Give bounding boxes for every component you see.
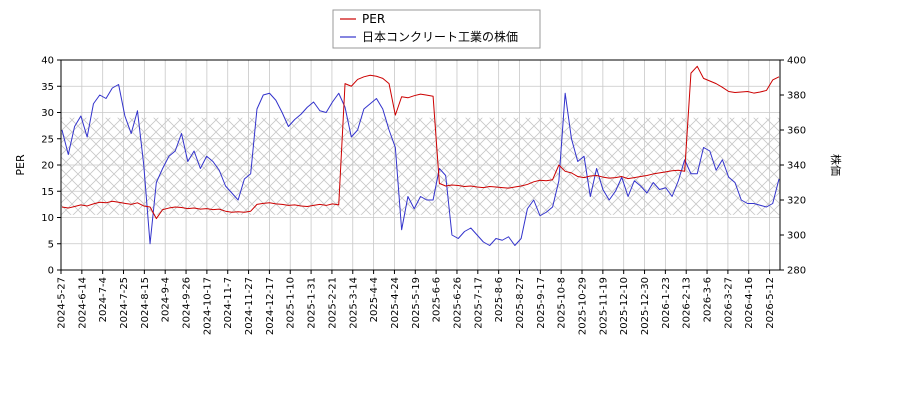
x-tick-label: 2024-7-25 (119, 277, 130, 329)
legend-box (332, 9, 541, 49)
x-tick-label: 2026-2-13 (682, 277, 693, 329)
legend: PER 日本コンクリート工業の株価 (332, 9, 541, 49)
x-tick-label: 2024-11-7 (223, 277, 234, 329)
left-tick-label: 5 (48, 239, 54, 250)
left-tick-label: 20 (41, 161, 54, 172)
right-tick-label: 280 (787, 266, 806, 277)
x-tick-label: 2025-5-19 (411, 277, 422, 329)
x-tick-label: 2025-10-29 (578, 277, 589, 335)
x-tick-label: 2026-4-16 (744, 277, 755, 329)
x-tick-label: 2026-3-27 (723, 277, 734, 329)
x-tick-label: 2024-10-17 (202, 277, 213, 335)
x-tick-label: 2024-11-27 (244, 277, 255, 335)
hatched-range-band (61, 117, 780, 215)
right-tick-label: 360 (787, 126, 806, 137)
x-tick-label: 2024-12-17 (265, 277, 276, 335)
left-tick-label: 0 (48, 266, 54, 277)
x-tick-label: 2025-7-17 (473, 277, 484, 329)
x-tick-label: 2024-7-4 (98, 277, 109, 322)
left-y-ticks: 0 5 10 15 20 25 30 35 40 (41, 56, 61, 277)
x-tick-label: 2025-8-6 (494, 277, 505, 322)
x-tick-label: 2024-9-26 (182, 277, 193, 329)
x-tick-label: 2025-9-17 (536, 277, 547, 329)
right-tick-label: 380 (787, 91, 806, 102)
right-axis-title: 株価 (829, 154, 843, 176)
left-tick-label: 30 (41, 108, 54, 119)
left-tick-label: 10 (41, 213, 54, 224)
x-tick-label: 2025-4-4 (369, 277, 380, 322)
x-ticks: 2024-5-27 2024-6-14 2024-7-4 2024-7-25 2024-… (57, 270, 776, 335)
x-tick-label: 2025-10-8 (557, 277, 568, 329)
x-tick-label: 2026-5-12 (765, 277, 776, 329)
legend-price-label: 日本コンクリート工業の株価 (362, 29, 518, 44)
x-tick-label: 2026-1-23 (661, 277, 672, 329)
series-line-per (61, 65, 780, 220)
x-tick-label: 2025-6-6 (432, 277, 443, 322)
right-y-ticks: 280 300 320 340 360 380 400 (780, 56, 806, 277)
x-tick-label: 2025-1-10 (286, 277, 297, 329)
left-axis-title: PER (14, 154, 27, 176)
x-tick-label: 2025-2-21 (327, 277, 338, 329)
x-tick-label: 2025-1-31 (307, 277, 318, 329)
x-tick-label: 2024-9-4 (161, 277, 172, 322)
left-tick-label: 35 (41, 82, 54, 93)
right-tick-label: 340 (787, 161, 806, 172)
series-layer (61, 65, 780, 246)
legend-per-label: PER (362, 12, 385, 26)
x-tick-label: 2025-8-27 (515, 277, 526, 329)
x-tick-label: 2025-12-30 (640, 277, 651, 335)
x-tick-label: 2025-3-14 (348, 277, 359, 329)
right-tick-label: 300 (787, 231, 806, 242)
right-tick-label: 400 (787, 56, 806, 67)
x-tick-label: 2024-6-14 (77, 277, 88, 329)
hatched-band (61, 117, 780, 215)
left-tick-label: 15 (41, 187, 54, 198)
x-tick-label: 2025-11-19 (598, 277, 609, 335)
left-tick-label: 25 (41, 134, 54, 145)
x-tick-label: 2025-6-26 (452, 277, 463, 329)
series-line-price (61, 84, 780, 246)
x-tick-label: 2025-4-24 (390, 277, 401, 329)
right-tick-label: 320 (787, 196, 806, 207)
x-tick-label: 2024-5-27 (57, 277, 68, 329)
x-tick-label: 2024-8-15 (140, 277, 151, 329)
left-tick-label: 40 (41, 56, 54, 67)
x-tick-label: 2026-3-6 (703, 277, 714, 322)
x-tick-label: 2025-12-10 (619, 277, 630, 335)
